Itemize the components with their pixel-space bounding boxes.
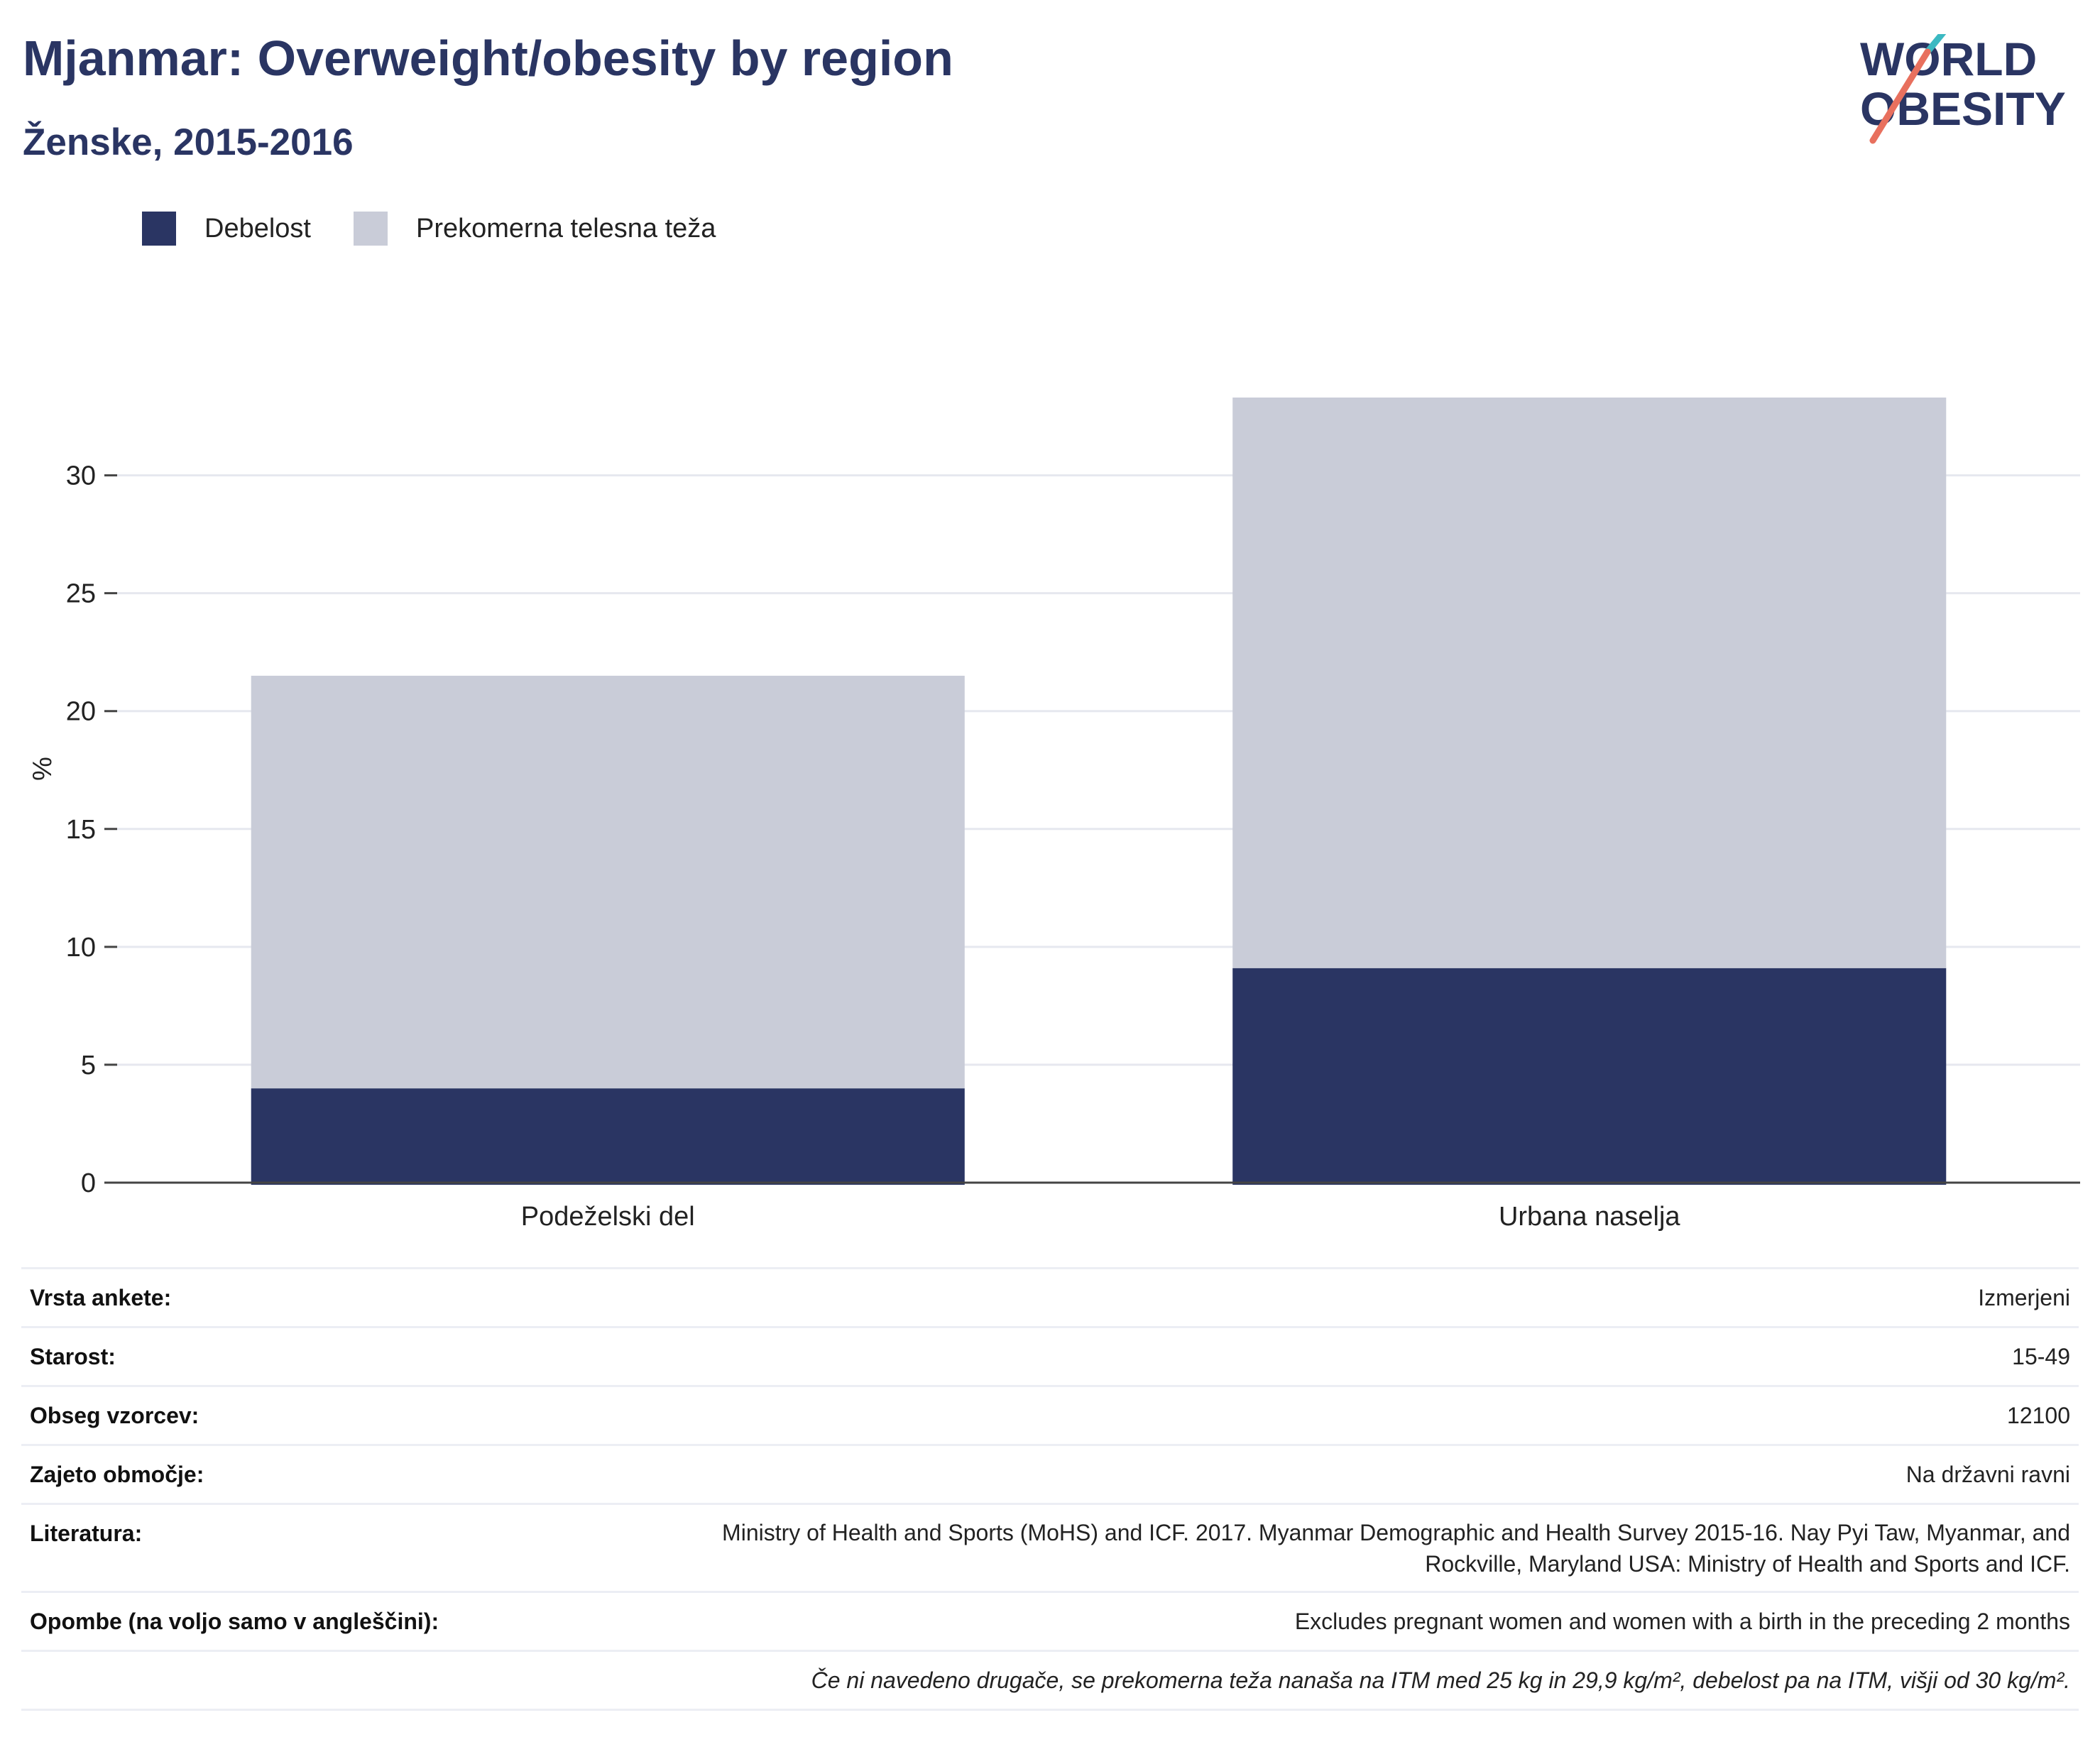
info-row-reference: Literatura: Ministry of Health and Sport…	[21, 1503, 2079, 1592]
y-tick-label: 10	[66, 933, 96, 963]
info-value: 15-49	[535, 1326, 2079, 1386]
legend-swatch-overweight	[353, 212, 388, 246]
info-key: Opombe (na voljo samo v angleščini):	[21, 1591, 535, 1651]
reference-line-1: Ministry of Health and Sports (MoHS) and…	[722, 1519, 2070, 1545]
bar-obesity	[1232, 968, 1947, 1185]
info-value: Na državni ravni	[535, 1444, 2079, 1504]
y-tick-label: 0	[81, 1168, 96, 1198]
x-tick-label: Urbana naselja	[1499, 1202, 1680, 1232]
x-tick-label: Podeželski del	[521, 1202, 695, 1232]
info-key: Obseg vzorcev:	[21, 1385, 535, 1445]
info-key: Literatura:	[21, 1503, 535, 1592]
info-key: Starost:	[21, 1326, 535, 1386]
y-tick-label: 20	[66, 697, 96, 727]
axes: 0 5 10 15 20 25 30 Podeželski del Urbana naselja…	[28, 461, 2080, 1232]
info-value: Izmerjeni	[535, 1267, 2079, 1327]
info-key: Vrsta ankete:	[21, 1267, 535, 1327]
bar-overweight	[1232, 398, 1947, 968]
chart-legend: Debelost Prekomerna telesna teža	[142, 212, 758, 246]
info-row-footnote: Če ni navedeno drugače, se prekomerna te…	[21, 1650, 2079, 1711]
y-tick-label: 25	[66, 579, 96, 609]
legend-label-overweight: Prekomerna telesna teža	[415, 213, 716, 243]
info-row-coverage: Zajeto območje: Na državni ravni	[21, 1444, 2079, 1504]
y-tick-label: 15	[66, 815, 96, 845]
info-row-survey-type: Vrsta ankete: Izmerjeni	[21, 1267, 2079, 1327]
bar-chart: 0 5 10 15 20 25 30 Podeželski del Urbana naselja…	[28, 398, 2080, 1232]
info-row-age: Starost: 15-49	[21, 1326, 2079, 1386]
legend-item-obesity: Debelost	[142, 212, 311, 246]
y-tick-label: 5	[81, 1051, 96, 1080]
info-value: Ministry of Health and Sports (MoHS) and…	[535, 1503, 2079, 1592]
world-obesity-logo: WORLD OBESITY	[1860, 34, 2066, 144]
info-row-notes: Opombe (na voljo samo v angleščini): Exc…	[21, 1591, 2079, 1651]
info-key: Zajeto območje:	[21, 1444, 535, 1504]
chart-subtitle: Ženske, 2015-2016	[23, 121, 354, 163]
info-value: Excludes pregnant women and women with a…	[535, 1591, 2079, 1651]
y-tick-label: 30	[66, 461, 96, 491]
bar-overweight	[251, 675, 965, 1089]
survey-info-table: Vrsta ankete: Izmerjeni Starost: 15-49 O…	[21, 1267, 2079, 1711]
bars	[251, 398, 1947, 1185]
logo-slash-bottom	[1869, 48, 1931, 144]
footnote: Če ni navedeno drugače, se prekomerna te…	[21, 1650, 2079, 1711]
y-axis-label: %	[28, 757, 58, 781]
info-row-sample-size: Obseg vzorcev: 12100	[21, 1385, 2079, 1445]
chart-title: Mjanmar: Overweight/obesity by region	[23, 31, 953, 86]
bar-obesity	[251, 1088, 965, 1185]
info-value: 12100	[535, 1385, 2079, 1445]
legend-item-overweight: Prekomerna telesna teža	[353, 212, 716, 246]
legend-label-obesity: Debelost	[204, 213, 311, 243]
legend-swatch-obesity	[142, 212, 176, 246]
logo-slash-top	[1924, 34, 1947, 55]
reference-line-2: Rockville, Maryland USA: Ministry of Hea…	[1425, 1550, 2070, 1577]
logo-word-1: WORLD	[1860, 34, 2037, 85]
